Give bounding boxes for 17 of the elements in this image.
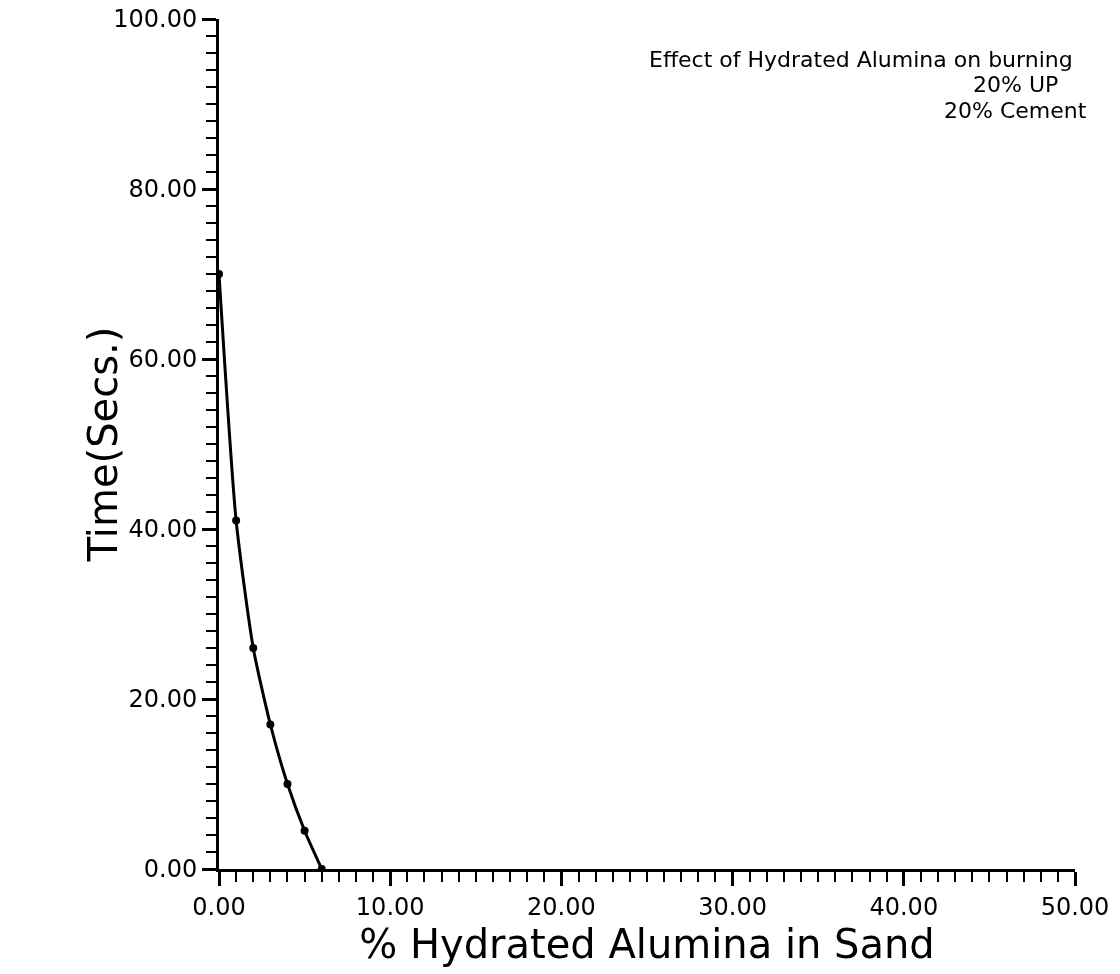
y-axis-title: Time(Secs.) [80, 326, 127, 563]
y-tick-label: 100.00 [113, 5, 198, 34]
y-tick-label: 60.00 [128, 345, 198, 374]
y-tick-label: 40.00 [128, 515, 198, 544]
y-tick-label: 80.00 [128, 175, 198, 204]
annotation: 20% UP [973, 72, 1059, 97]
x-tick-label: 50.00 [1040, 892, 1110, 921]
x-tick-label: 40.00 [869, 892, 939, 921]
x-tick-label: 30.00 [698, 892, 767, 921]
x-tick-label: 10.00 [355, 892, 425, 921]
x-tick-label: 0.00 [192, 892, 246, 921]
annotation: 20% Cement [944, 98, 1087, 123]
y-tick-label: 20.00 [128, 685, 198, 714]
text: Effect of Hydrated Alumina on burning [649, 47, 1073, 72]
x-tick-label: 20.00 [527, 892, 596, 921]
y-tick-label: 0.00 [143, 855, 198, 884]
x-axis-title: % Hydrated Alumina in Sand [359, 920, 935, 967]
